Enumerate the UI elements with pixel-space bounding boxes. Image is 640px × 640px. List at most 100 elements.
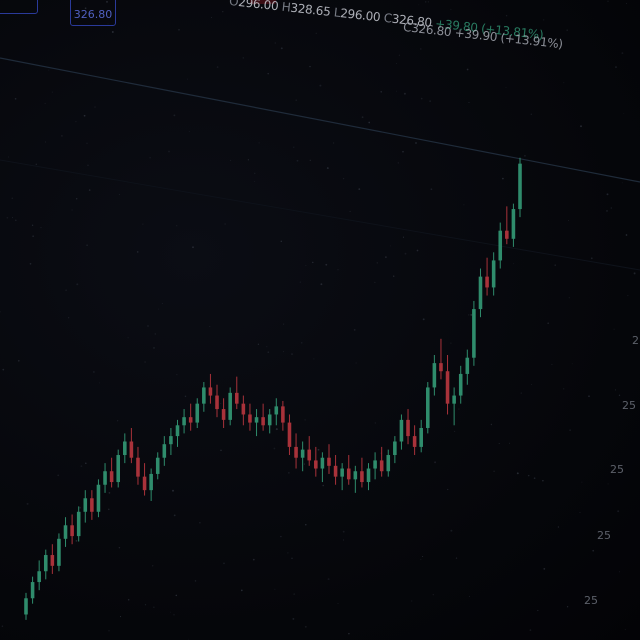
noise-dot	[79, 506, 82, 509]
candles-group	[24, 157, 522, 620]
noise-dot	[312, 261, 314, 264]
candle-down	[360, 471, 364, 483]
noise-dot	[621, 182, 623, 184]
candle-up	[393, 441, 397, 456]
noise-dot	[303, 463, 305, 465]
noise-dot	[258, 142, 260, 144]
candle-up	[175, 425, 180, 437]
noise-dot	[403, 92, 406, 95]
noise-dot	[288, 472, 290, 474]
candle-up	[123, 441, 127, 456]
noise-dot	[173, 114, 176, 117]
noise-dot	[607, 0, 609, 2]
noise-dot	[209, 326, 211, 328]
candle-down	[142, 476, 147, 491]
noise-dot	[305, 264, 307, 266]
noise-dot	[136, 251, 139, 253]
noise-dot	[295, 99, 297, 101]
noise-dot	[498, 442, 500, 445]
candle-up	[149, 473, 153, 491]
noise-dot	[455, 557, 458, 559]
candle-up	[202, 387, 206, 404]
noise-dot	[450, 529, 453, 532]
noise-dot	[348, 632, 350, 635]
noise-dot	[253, 172, 256, 175]
red-tab-indicator	[250, 0, 276, 4]
noise-dot	[355, 362, 357, 364]
noise-dot	[0, 311, 1, 313]
noise-dot	[313, 358, 315, 360]
noise-dot	[466, 68, 469, 71]
noise-dot	[380, 90, 383, 93]
noise-dot	[142, 223, 144, 225]
noise-dot	[187, 78, 188, 80]
noise-dot	[354, 14, 356, 16]
noise-dot	[353, 329, 356, 331]
noise-dot	[175, 594, 178, 597]
noise-dot	[240, 589, 243, 592]
noise-dot	[80, 465, 83, 468]
noise-dot	[11, 197, 14, 200]
noise-dot	[520, 392, 523, 394]
noise-dot	[85, 462, 87, 465]
noise-dot	[368, 121, 371, 124]
candle-up	[458, 373, 463, 396]
noise-dot	[184, 395, 187, 398]
noise-dot	[508, 442, 510, 444]
noise-dot	[326, 167, 329, 170]
noise-dot	[425, 1, 427, 3]
candle-up	[300, 449, 305, 458]
noise-dot	[627, 295, 629, 297]
y-axis-tick: 25	[610, 463, 624, 476]
noise-dot	[531, 384, 533, 385]
noise-dot	[533, 477, 536, 480]
noise-dot	[633, 272, 636, 275]
grid-line	[0, 159, 640, 271]
noise-dot	[463, 204, 465, 206]
noise-dot	[86, 244, 88, 247]
candle-down	[90, 498, 94, 512]
noise-dot	[450, 8, 452, 10]
noise-dot	[420, 48, 422, 50]
noise-dot	[337, 269, 339, 271]
noise-dot	[194, 580, 197, 582]
noise-dot	[610, 207, 612, 209]
noise-dot	[625, 234, 628, 236]
noise-dot	[48, 69, 50, 71]
candle-down	[287, 422, 292, 447]
candle-up	[228, 392, 232, 420]
price-label-value: 326.80	[73, 8, 113, 21]
noise-dot	[434, 461, 437, 464]
noise-dot	[266, 346, 268, 348]
noise-dot	[396, 90, 397, 92]
candle-down	[346, 468, 351, 480]
noise-dot	[470, 313, 473, 316]
noise-dot	[173, 514, 176, 517]
candle-up	[373, 460, 377, 469]
noise-dot	[320, 283, 323, 286]
candle-down	[248, 414, 252, 423]
noise-dot	[361, 116, 364, 119]
noise-dot	[317, 448, 320, 451]
candle-down	[70, 525, 74, 537]
noise-dot	[393, 275, 395, 277]
noise-dot	[111, 31, 114, 33]
noise-dot	[220, 403, 222, 404]
noise-dot	[322, 484, 324, 487]
noise-dot	[607, 483, 609, 485]
candle-up	[182, 417, 186, 426]
noise-dot	[267, 72, 269, 75]
noise-dot	[147, 325, 149, 327]
noise-dot	[624, 628, 626, 631]
noise-dot	[309, 159, 311, 162]
candle-up	[57, 538, 61, 566]
noise-dot	[87, 164, 89, 167]
candle-up	[103, 471, 107, 485]
noise-dot	[614, 389, 617, 391]
noise-dot	[309, 65, 311, 68]
noise-dot	[402, 150, 404, 153]
noise-dot	[45, 141, 47, 143]
